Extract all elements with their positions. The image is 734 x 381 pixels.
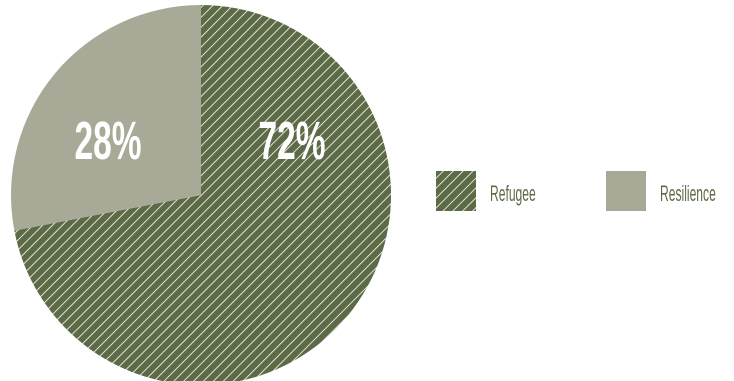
pie-slice-resilience: [10, 5, 202, 231]
pie-slice-refugee: [14, 5, 391, 381]
legend-label-refugee: Refugee: [490, 181, 536, 206]
slice-label-resilience: 28%: [75, 110, 142, 171]
legend-label-resilience: Resilience: [660, 181, 716, 206]
legend-swatch-refugee: [436, 171, 476, 211]
legend-swatch-resilience: [606, 171, 646, 211]
slice-label-refugee: 72%: [259, 110, 326, 171]
